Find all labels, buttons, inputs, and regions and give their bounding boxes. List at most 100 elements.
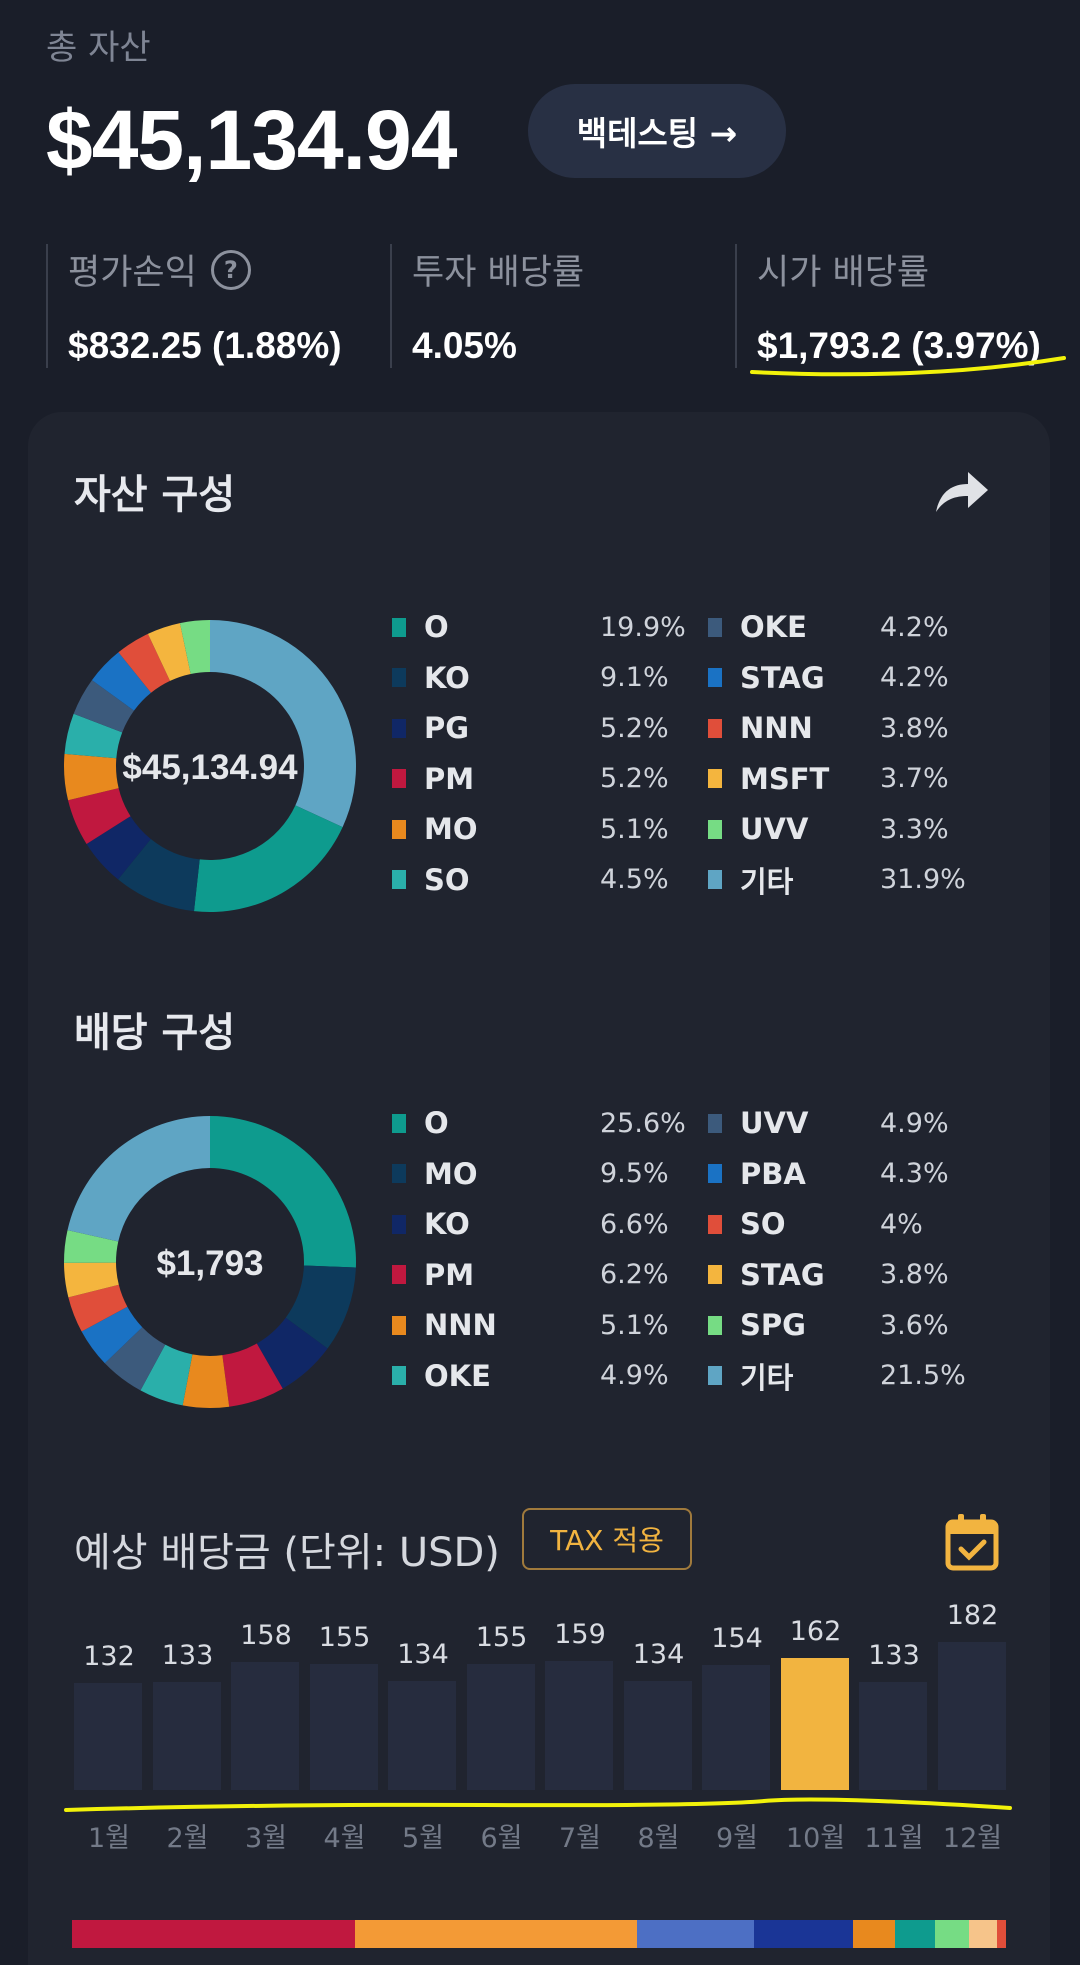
legend-name: O [424,610,449,645]
estimated-dividend-title: 예상 배당금 (단위: USD) [74,1530,500,1576]
donut-slice-OKE [140,1344,193,1406]
legend-name: 기타 [740,1360,794,1395]
dividend-section-title: 배당 구성 [74,1010,236,1056]
legend-name: OKE [424,1358,491,1393]
asset-donut-center-value: $45,134.94 [122,748,298,787]
legend-swatch [708,668,722,688]
donut-slice-UVV [104,1327,166,1391]
legend-name: NNN [424,1308,497,1343]
legend-percent: 9.1% [600,662,669,694]
legend-swatch [392,718,406,738]
legend-swatch [708,1265,722,1285]
asset-donut-chart [64,620,356,912]
stat-value: 4.05% [412,325,517,366]
legend-percent: 4.9% [600,1360,669,1392]
legend-swatch [708,769,722,789]
donut-slice-KO [118,839,200,912]
donut-slice-MO [285,1265,356,1349]
legend-percent: 3.8% [880,712,949,744]
share-icon[interactable] [932,466,992,516]
legend-swatch [392,870,406,890]
donut-slice-STAG [64,1262,119,1298]
yellow-underline-annotation [64,1797,1012,1812]
legend-name: SO [424,862,470,897]
legend-name: UVV [740,1106,809,1141]
backtest-button[interactable]: 백테스팅 → [528,84,786,178]
legend-percent: 4% [880,1208,923,1240]
legend-swatch [708,870,722,890]
legend-name: PM [424,761,475,796]
legend-swatch [392,819,406,839]
legend-percent: 19.9% [600,611,686,643]
legend-swatch [392,1315,406,1335]
legend-name: MO [424,1156,478,1191]
stat-invest-yield: 투자 배당률 4.05% [390,244,730,368]
legend-name: UVV [740,812,809,847]
legend-name: OKE [740,610,807,645]
legend-percent: 9.5% [600,1158,669,1190]
legend-swatch [392,1265,406,1285]
donut-slice-SO [64,713,123,759]
donut-slice-PM [222,1343,283,1407]
legend-percent: 3.8% [880,1259,949,1291]
legend-swatch [392,668,406,688]
donut-slice-기타 [67,1116,211,1242]
legend-percent: 25.6% [600,1107,686,1139]
stack-segment [996,1920,1006,1948]
total-assets-value: $45,134.94 [46,93,457,187]
legend-percent: 4.5% [600,864,669,896]
asset-legend: O 19.9% OKE 4.2% KO 9.1% STAG 4.2% PG 5.2% NNN 3.8%… [392,602,980,905]
legend-percent: 4.3% [880,1158,949,1190]
stat-value: $832.25 (1.88%) [68,325,342,366]
dividend-donut-center-value: $1,793 [156,1244,264,1283]
donut-slice-UVV [179,620,210,675]
legend-name: 기타 [740,864,794,899]
stat-label: 평가손익 [68,253,197,293]
legend-swatch [708,1315,722,1335]
donut-slice-SO [68,1284,128,1332]
legend-percent: 5.2% [600,712,669,744]
stat-market-yield: 시가 배당률 $1,793.2 (3.97%) [735,244,1075,368]
legend-swatch [392,1113,406,1133]
donut-slice-PG [86,816,151,880]
legend-swatch [392,769,406,789]
legend-swatch [708,1366,722,1386]
legend-name: KO [424,1207,470,1242]
legend-percent: 4.2% [880,611,949,643]
donut-slice-O [193,805,343,912]
stack-segment [637,1920,754,1948]
legend-name: KO [424,660,470,695]
legend-swatch [708,1164,722,1184]
legend-percent: 5.1% [600,813,669,845]
donut-slice-기타 [210,620,356,828]
donut-slice-KO [256,1317,328,1389]
stack-segment [354,1920,638,1948]
legend-percent: 4.9% [880,1107,949,1139]
legend-name: STAG [740,660,825,695]
legend-swatch [708,1113,722,1133]
legend-percent: 6.2% [600,1259,669,1291]
legend-percent: 3.7% [880,763,949,795]
legend-name: O [424,1106,449,1141]
legend-name: SPG [740,1308,806,1343]
yellow-underline-annotation [750,356,1066,377]
asset-section-title: 자산 구성 [74,472,236,518]
stat-label: 시가 배당률 [757,253,930,293]
legend-swatch [392,1164,406,1184]
dividend-distribution-stack-bar [72,1920,1006,1948]
legend-percent: 21.5% [880,1360,966,1392]
calendar-check-icon[interactable] [944,1512,1000,1572]
donut-slice-MSFT [147,623,191,681]
legend-swatch [708,718,722,738]
donut-slice-SPG [64,1230,119,1263]
help-icon[interactable]: ? [210,249,251,290]
stat-value: $1,793.2 (3.97%) [757,325,1041,366]
donut-slice-NNN [118,633,171,693]
legend-percent: 3.6% [880,1309,949,1341]
legend-percent: 6.6% [600,1208,669,1240]
tax-apply-button[interactable]: TAX 적용 [522,1508,692,1570]
donut-slice-PM [68,788,131,844]
legend-name: PBA [740,1156,806,1191]
legend-percent: 5.1% [600,1309,669,1341]
legend-name: PG [424,711,470,746]
